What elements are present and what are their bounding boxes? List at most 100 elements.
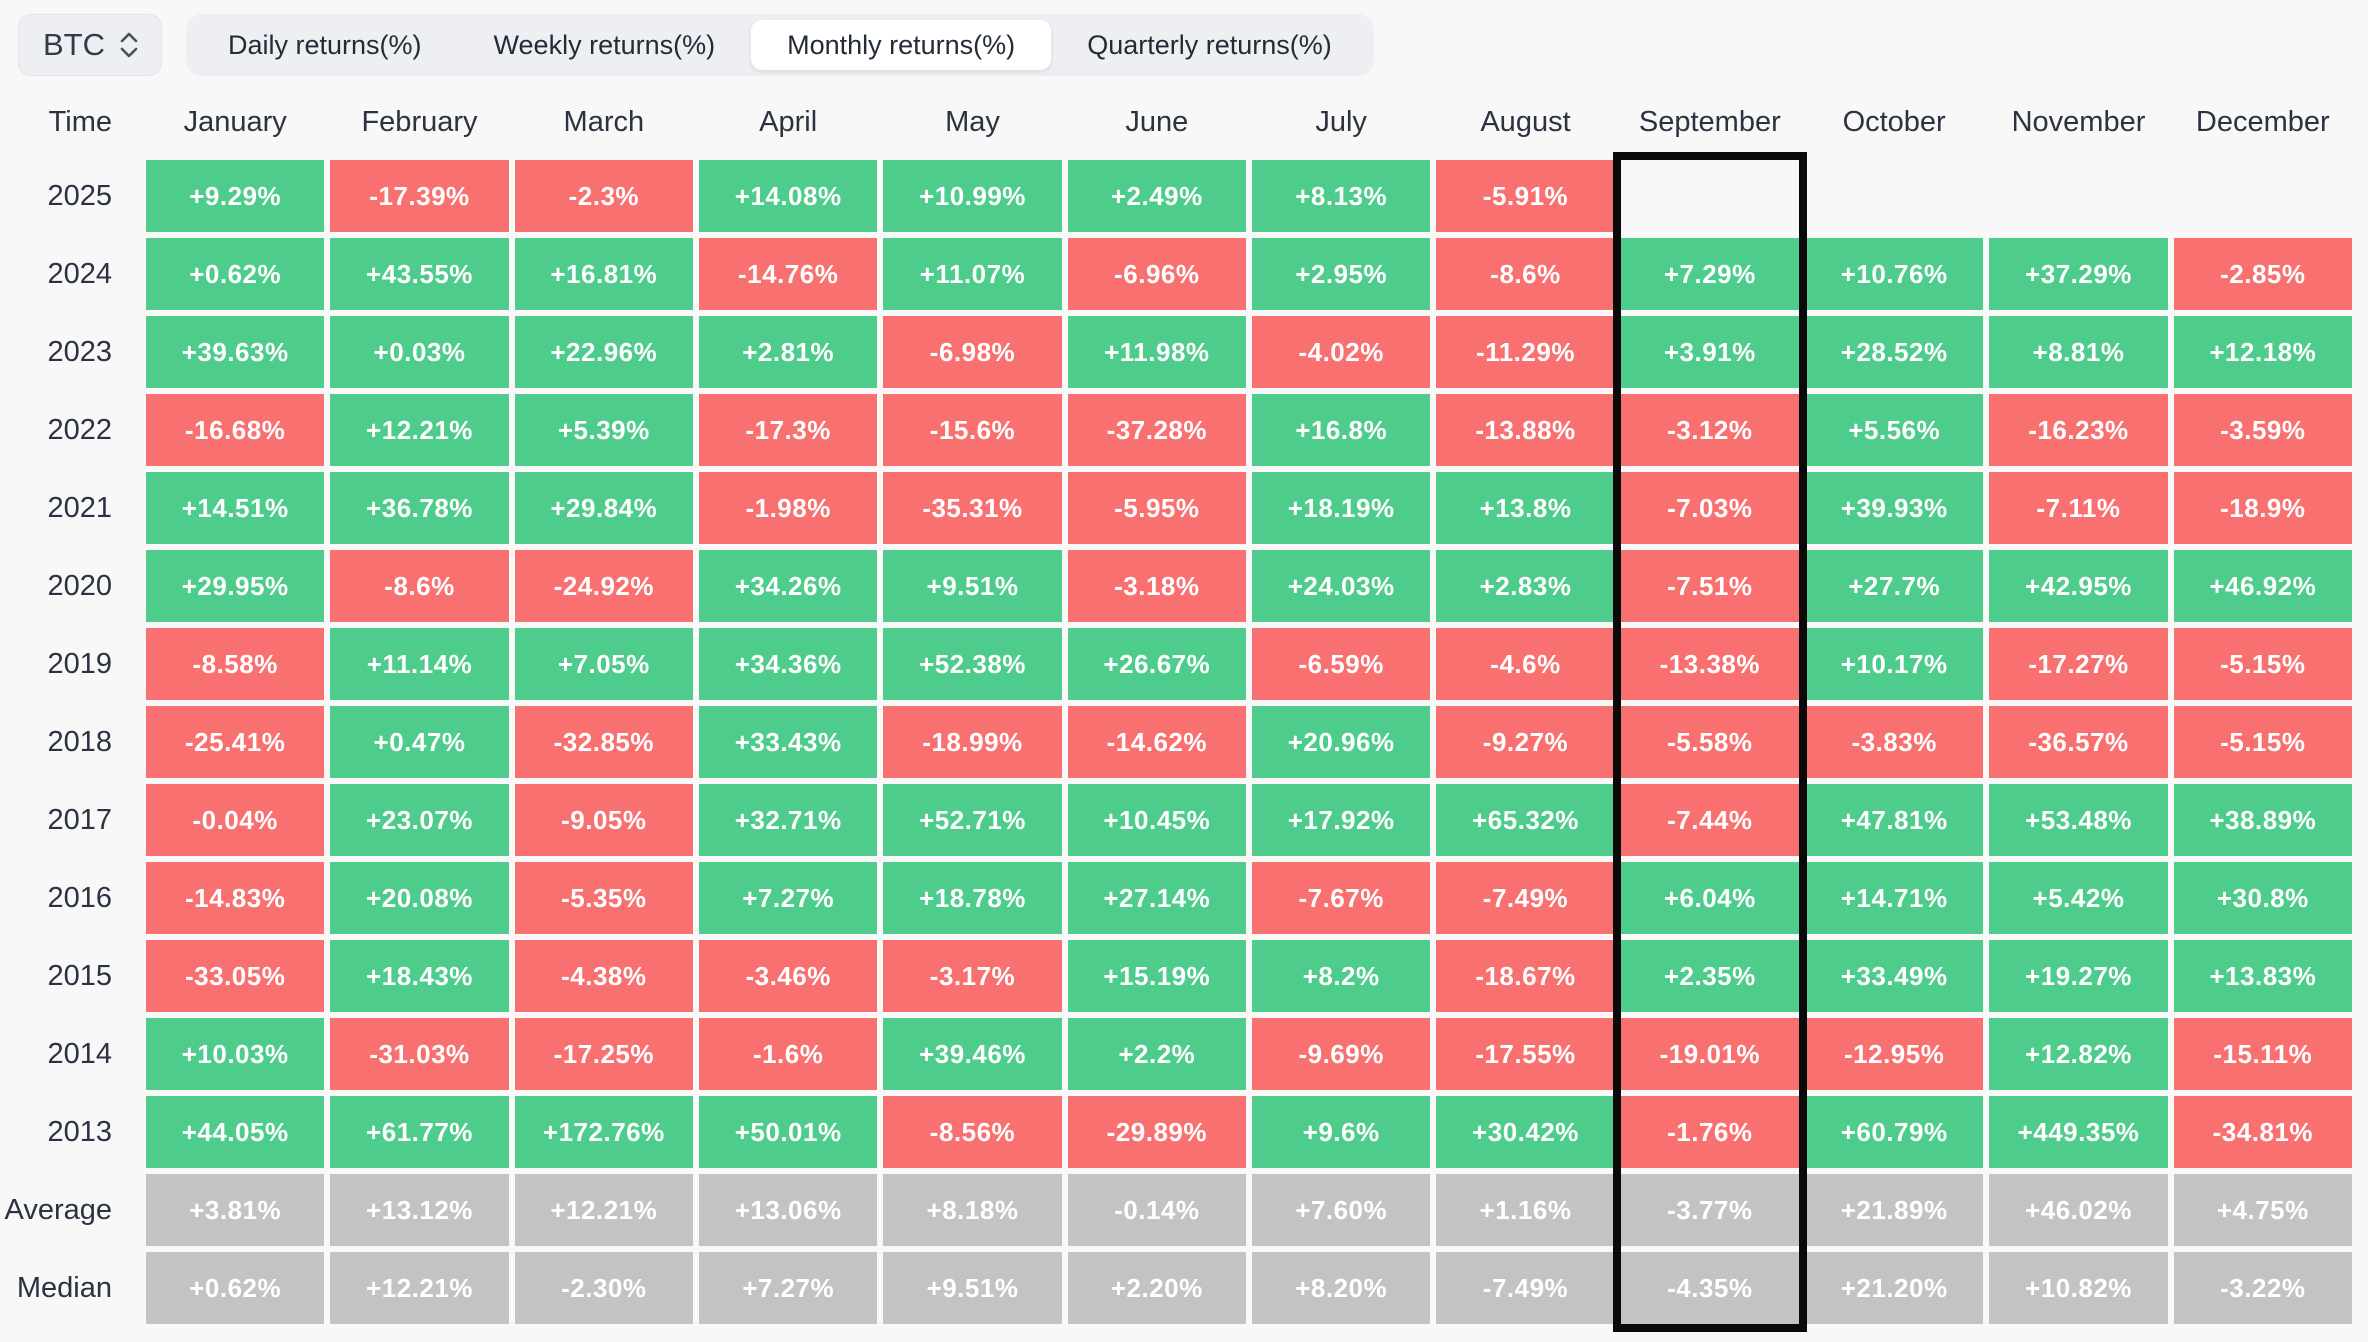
return-cell: -5.15% bbox=[2173, 706, 2352, 778]
return-cell: +23.07% bbox=[330, 784, 509, 856]
month-header-november[interactable]: November bbox=[2011, 105, 2146, 138]
return-cell: +13.12% bbox=[330, 1174, 509, 1246]
return-cell: +8.81% bbox=[1989, 316, 2168, 388]
return-cell: +12.21% bbox=[330, 394, 509, 466]
month-header-march[interactable]: March bbox=[563, 105, 645, 138]
month-header-september[interactable]: September bbox=[1638, 105, 1781, 138]
returns-period-tabs: Daily returns(%) Weekly returns(%) Monthly… bbox=[186, 14, 1374, 76]
return-cell: +39.93% bbox=[1804, 472, 1984, 544]
row-label-2017: 2017 bbox=[47, 803, 112, 836]
return-cell: +12.82% bbox=[1989, 1018, 2168, 1090]
month-header-july[interactable]: July bbox=[1315, 105, 1367, 138]
return-cell: +26.67% bbox=[1067, 628, 1246, 700]
return-cell: +0.62% bbox=[146, 1252, 325, 1324]
return-cell: +10.76% bbox=[1804, 238, 1984, 310]
month-header-october[interactable]: October bbox=[1842, 105, 1946, 138]
return-cell: +0.47% bbox=[330, 706, 509, 778]
return-cell: +5.56% bbox=[1804, 394, 1984, 466]
return-cell: -3.77% bbox=[1620, 1174, 1799, 1246]
month-header-january[interactable]: January bbox=[183, 105, 287, 138]
return-cell: -4.6% bbox=[1436, 628, 1615, 700]
monthly-returns-table: Time January February March April May June Jul… bbox=[0, 90, 2368, 1332]
return-cell: -17.39% bbox=[330, 160, 509, 232]
return-cell: -35.31% bbox=[883, 472, 1062, 544]
return-cell: -2.85% bbox=[2173, 238, 2352, 310]
return-cell: +44.05% bbox=[146, 1096, 325, 1168]
return-cell: -18.9% bbox=[2173, 472, 2352, 544]
return-cell: +38.89% bbox=[2173, 784, 2352, 856]
month-header-june[interactable]: June bbox=[1125, 105, 1189, 138]
return-cell: +30.42% bbox=[1436, 1096, 1615, 1168]
return-cell: +2.83% bbox=[1436, 550, 1615, 622]
return-cell: -12.95% bbox=[1804, 1018, 1984, 1090]
tab-weekly[interactable]: Weekly returns(%) bbox=[493, 29, 716, 60]
return-cell: +16.81% bbox=[514, 238, 693, 310]
return-cell: +7.05% bbox=[514, 628, 693, 700]
return-cell: +60.79% bbox=[1804, 1096, 1984, 1168]
return-cell: -33.05% bbox=[146, 940, 325, 1012]
return-cell: -17.25% bbox=[514, 1018, 693, 1090]
return-cell: +8.18% bbox=[883, 1174, 1062, 1246]
return-cell: +172.76% bbox=[514, 1096, 693, 1168]
return-cell: +17.92% bbox=[1251, 784, 1431, 856]
return-cell: +10.82% bbox=[1989, 1252, 2168, 1324]
month-header-april[interactable]: April bbox=[759, 105, 818, 138]
month-header-may[interactable]: May bbox=[945, 105, 1000, 138]
month-header-august[interactable]: August bbox=[1480, 105, 1571, 138]
return-cell: +8.20% bbox=[1251, 1252, 1431, 1324]
return-cell: +10.45% bbox=[1067, 784, 1246, 856]
tab-quarterly[interactable]: Quarterly returns(%) bbox=[1087, 29, 1332, 60]
return-cell: -9.69% bbox=[1251, 1018, 1431, 1090]
return-cell: -0.04% bbox=[146, 784, 325, 856]
return-cell: +29.95% bbox=[146, 550, 325, 622]
return-cell: -37.28% bbox=[1067, 394, 1246, 466]
symbol-selector[interactable]: BTC bbox=[18, 14, 162, 76]
return-cell: +9.51% bbox=[883, 550, 1062, 622]
return-cell: +15.19% bbox=[1067, 940, 1246, 1012]
return-cell: +7.27% bbox=[698, 1252, 878, 1324]
return-cell: -1.6% bbox=[698, 1018, 878, 1090]
row-label-2022: 2022 bbox=[47, 413, 112, 446]
return-cell: -15.6% bbox=[883, 394, 1062, 466]
return-cell: +33.43% bbox=[698, 706, 878, 778]
return-cell: -19.01% bbox=[1620, 1018, 1799, 1090]
return-cell: +12.21% bbox=[514, 1174, 693, 1246]
return-cell: +2.20% bbox=[1067, 1252, 1246, 1324]
time-column-header: Time bbox=[48, 105, 112, 138]
return-cell: +12.18% bbox=[2173, 316, 2352, 388]
row-label-2021: 2021 bbox=[47, 491, 112, 524]
up-down-chevrons-icon bbox=[120, 32, 138, 58]
return-cell: +4.75% bbox=[2173, 1174, 2352, 1246]
return-cell: -24.92% bbox=[514, 550, 693, 622]
return-cell: -5.91% bbox=[1436, 160, 1615, 232]
return-cell: +0.03% bbox=[330, 316, 509, 388]
return-cell: +30.8% bbox=[2173, 862, 2352, 934]
return-cell: -14.83% bbox=[146, 862, 325, 934]
month-header-february[interactable]: February bbox=[361, 105, 478, 138]
return-cell: +27.7% bbox=[1804, 550, 1984, 622]
return-cell: +46.92% bbox=[2173, 550, 2352, 622]
return-cell: -3.18% bbox=[1067, 550, 1246, 622]
return-cell: -13.38% bbox=[1620, 628, 1799, 700]
tab-daily[interactable]: Daily returns(%) bbox=[228, 29, 422, 60]
return-cell: -2.3% bbox=[514, 160, 693, 232]
tab-monthly[interactable]: Monthly returns(%) bbox=[751, 20, 1052, 70]
return-cell: -7.03% bbox=[1620, 472, 1799, 544]
return-cell: +20.96% bbox=[1251, 706, 1431, 778]
row-label-2019: 2019 bbox=[47, 647, 112, 680]
return-cell: +21.20% bbox=[1804, 1252, 1984, 1324]
return-cell: +5.39% bbox=[514, 394, 693, 466]
return-cell: +10.03% bbox=[146, 1018, 325, 1090]
return-cell: -18.99% bbox=[883, 706, 1062, 778]
month-header-december[interactable]: December bbox=[2195, 105, 2330, 138]
return-cell: -16.68% bbox=[146, 394, 325, 466]
return-cell: -3.17% bbox=[883, 940, 1062, 1012]
return-cell: +39.46% bbox=[883, 1018, 1062, 1090]
return-cell: -7.49% bbox=[1436, 1252, 1615, 1324]
row-label-2015: 2015 bbox=[47, 959, 112, 992]
return-cell: -8.58% bbox=[146, 628, 325, 700]
return-cell: +3.91% bbox=[1620, 316, 1799, 388]
return-cell: +10.99% bbox=[883, 160, 1062, 232]
row-label-2016: 2016 bbox=[47, 881, 112, 914]
return-cell: +65.32% bbox=[1436, 784, 1615, 856]
